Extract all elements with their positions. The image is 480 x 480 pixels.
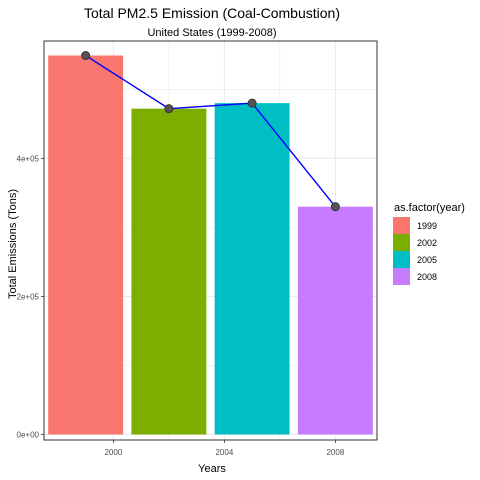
legend-label-2005: 2005 [417,255,437,265]
legend-key-1999 [393,217,410,234]
x-tick-label: 2004 [215,448,233,457]
chart-title: Total PM2.5 Emission (Coal-Combustion) [84,5,340,21]
x-tick-label: 2008 [326,448,344,457]
legend-key-2005 [393,251,410,268]
x-tick-label: 2000 [104,448,122,457]
chart-subtitle: United States (1999-2008) [147,27,276,39]
bar-2002 [131,108,207,435]
legend: as.factor(year) 1999 2002 2005 2008 [393,202,465,285]
y-axis-title: Total Emissions (Tons) [7,189,19,299]
legend-label-1999: 1999 [417,221,437,231]
y-tick-label: 4e+05 [17,154,40,163]
data-point-1999 [81,50,91,60]
y-tick-label: 2e+05 [17,292,40,301]
legend-label-2008: 2008 [417,272,437,282]
trend-line [85,54,336,208]
x-axis-title: Years [198,463,226,475]
plot-layer: 0e+00 2e+05 4e+05 2000 2004 2008 [17,40,378,457]
plot-panel-border [43,40,378,441]
bar-2005 [214,103,290,435]
legend-label-2002: 2002 [417,238,437,248]
data-point-2008 [330,202,340,212]
legend-title: as.factor(year) [394,202,465,214]
legend-key-2008 [393,268,410,285]
legend-key-2002 [393,234,410,251]
data-point-2005 [247,98,257,108]
bar-2008 [297,206,373,435]
y-tick-label: 0e+00 [17,430,40,439]
bar-1999 [48,55,124,435]
data-point-2002 [164,104,174,114]
